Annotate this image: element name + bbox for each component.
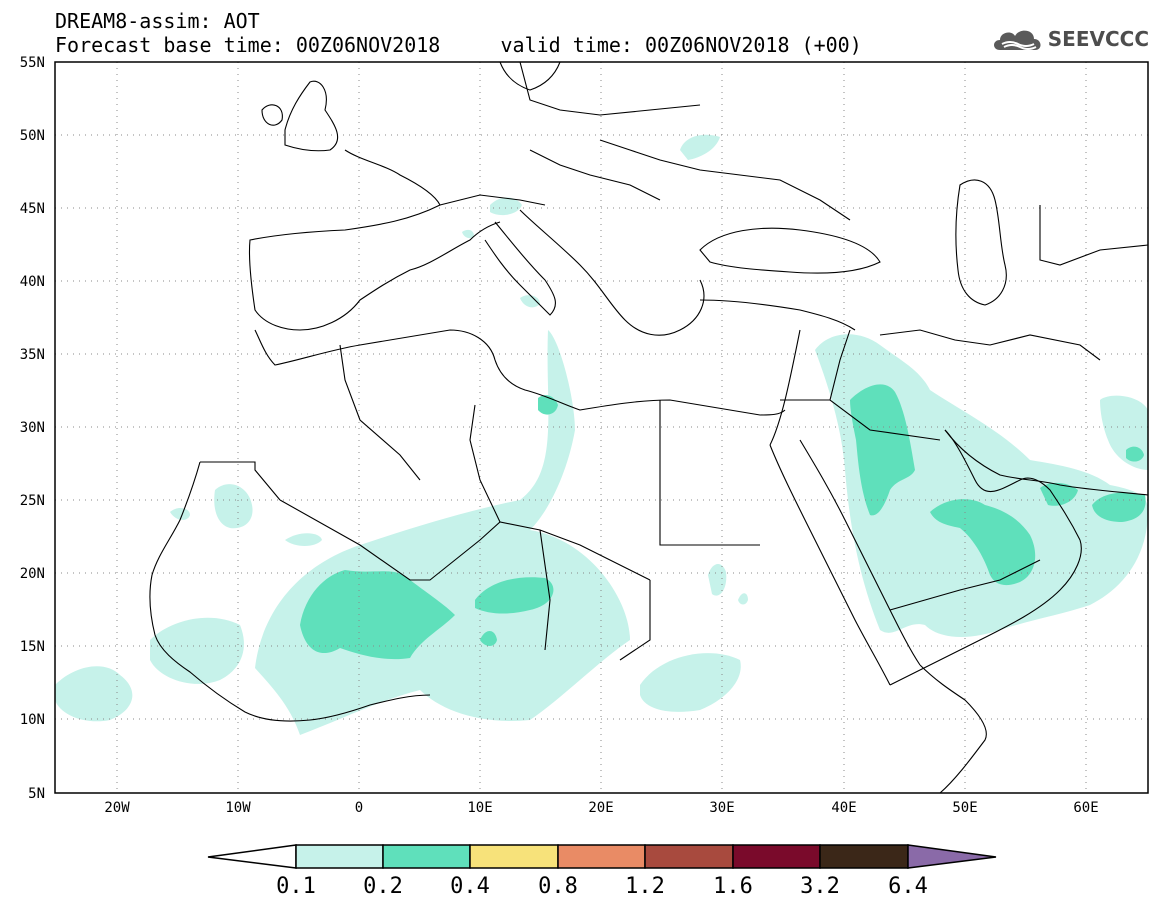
lon-tick-label: 50E <box>952 800 977 816</box>
colorbar-high-arrow <box>907 844 997 869</box>
colorbar-label: 0.4 <box>450 874 490 899</box>
colorbar-swatch <box>295 844 384 869</box>
forecast-time-line: Forecast base time: 00Z06NOV2018 valid t… <box>55 33 862 57</box>
lat-tick-label: 40N <box>20 274 45 290</box>
colorbar-swatch <box>469 844 559 869</box>
lat-tick-label: 45N <box>20 201 45 217</box>
lat-tick-label: 30N <box>20 420 45 436</box>
lon-tick-label: 30E <box>709 800 734 816</box>
lon-tick-label: 20E <box>588 800 613 816</box>
lat-tick-label: 50N <box>20 128 45 144</box>
colorbar-swatch <box>382 844 471 869</box>
lat-tick-label: 20N <box>20 566 45 582</box>
colorbar-label: 0.1 <box>276 874 316 899</box>
lat-tick-label: 10N <box>20 712 45 728</box>
colorbar-swatch <box>732 844 821 869</box>
colorbar: 0.1 0.2 0.4 0.8 1.2 1.6 3.2 6.4 <box>207 844 997 899</box>
lon-tick-label: 10E <box>467 800 492 816</box>
lon-axis: 20W 10W 0 10E 20E 30E 40E 50E 60E <box>104 800 1098 816</box>
lon-tick-label: 20W <box>104 800 130 816</box>
seevccc-logo: SEEVCCC <box>990 24 1149 54</box>
colorbar-label: 1.2 <box>625 874 665 899</box>
lat-tick-label: 15N <box>20 639 45 655</box>
logo-text: SEEVCCC <box>1047 27 1149 51</box>
lat-tick-label: 5N <box>28 786 45 802</box>
colorbar-low-arrow <box>207 844 297 869</box>
lat-axis: 55N 50N 45N 40N 35N 30N 25N 20N 15N 10N … <box>20 55 45 802</box>
cloud-icon <box>993 30 1041 50</box>
lat-tick-label: 35N <box>20 347 45 363</box>
graticule <box>55 62 1148 793</box>
lon-tick-label: 10W <box>225 800 251 816</box>
lat-tick-label: 25N <box>20 493 45 509</box>
colorbar-label: 0.8 <box>538 874 578 899</box>
colorbar-label: 3.2 <box>800 874 840 899</box>
colorbar-label: 1.6 <box>713 874 753 899</box>
map-frame <box>54 61 1149 794</box>
map-title: DREAM8-assim: AOT <box>55 9 260 33</box>
colorbar-swatch <box>644 844 734 869</box>
colorbar-swatch <box>557 844 646 869</box>
aot-shading <box>55 134 1148 735</box>
lon-tick-label: 0 <box>355 800 363 816</box>
lon-tick-label: 40E <box>831 800 856 816</box>
colorbar-label: 6.4 <box>888 874 928 899</box>
coastlines-borders <box>149 62 1148 793</box>
colorbar-label: 0.2 <box>363 874 403 899</box>
colorbar-swatch <box>819 844 909 869</box>
aot-level-0.2-0.4 <box>300 384 1146 660</box>
lat-tick-label: 55N <box>20 55 45 71</box>
lon-tick-label: 60E <box>1073 800 1098 816</box>
